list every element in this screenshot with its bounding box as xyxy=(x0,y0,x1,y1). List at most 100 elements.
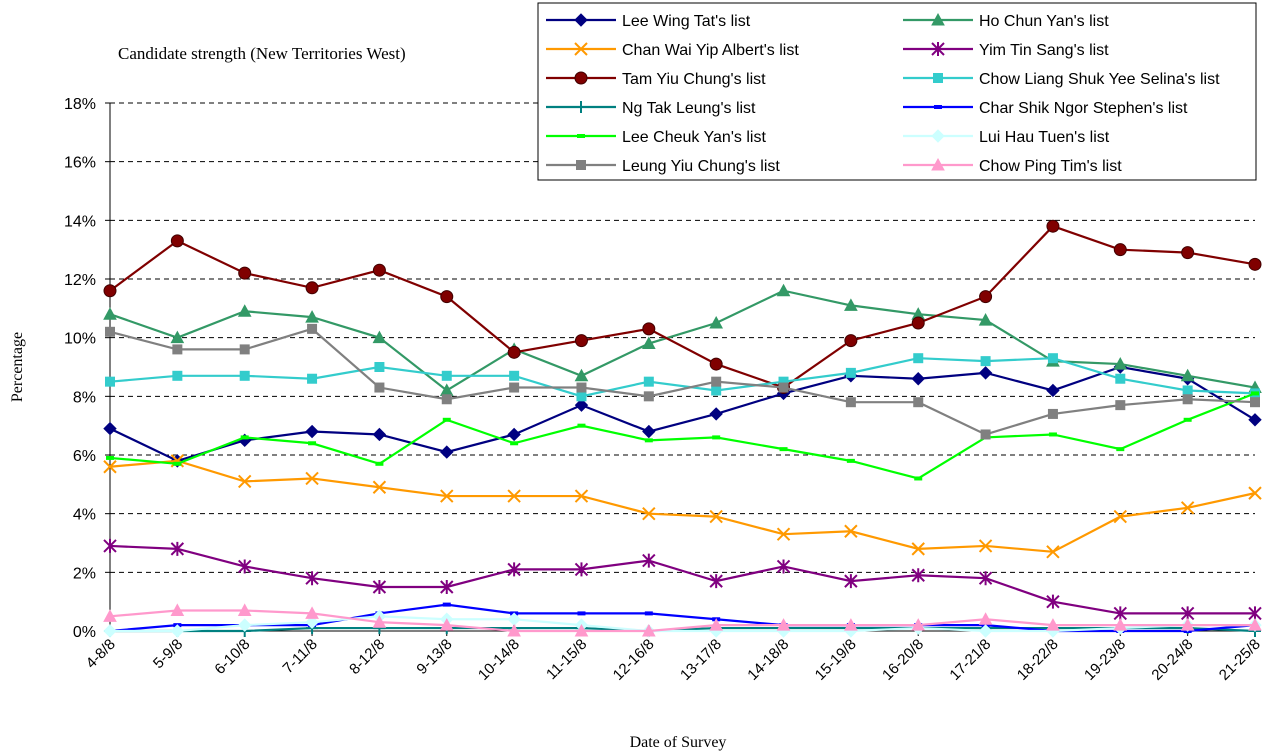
data-point xyxy=(307,373,318,384)
data-point xyxy=(911,568,925,583)
data-point xyxy=(911,618,926,631)
legend-item: Leung Yiu Chung's list xyxy=(546,158,780,175)
data-point xyxy=(641,336,656,350)
series-line xyxy=(110,626,1256,633)
data-point xyxy=(1248,606,1262,621)
x-tick-label: 14-18/8 xyxy=(744,636,792,684)
data-point xyxy=(507,562,521,577)
legend-label: Yim Tin Sang's list xyxy=(979,42,1109,59)
data-point xyxy=(170,234,184,248)
data-point xyxy=(305,281,319,295)
legend-marker xyxy=(933,73,943,83)
series-10 xyxy=(105,323,1260,440)
y-tick-label: 8% xyxy=(73,389,96,406)
series-line xyxy=(110,615,1255,633)
data-point xyxy=(709,357,723,371)
data-point xyxy=(1180,618,1195,631)
legend-marker xyxy=(574,71,588,85)
data-point xyxy=(980,356,991,367)
data-point xyxy=(372,263,386,277)
x-tick-label: 15-19/8 xyxy=(812,636,860,684)
x-tick-label: 5-9/8 xyxy=(150,636,186,672)
data-point xyxy=(978,571,993,586)
data-point xyxy=(509,382,520,393)
data-point xyxy=(103,609,117,622)
data-point xyxy=(844,334,858,348)
legend-item: Tam Yiu Chung's list xyxy=(546,71,766,88)
data-point xyxy=(507,623,521,637)
data-point xyxy=(374,362,385,372)
data-point xyxy=(776,527,791,541)
y-tick-label: 2% xyxy=(73,565,96,582)
data-point xyxy=(776,618,791,631)
series-line xyxy=(109,365,1256,463)
data-point xyxy=(845,367,856,378)
data-point xyxy=(237,603,252,616)
data-point xyxy=(372,427,387,442)
series-0 xyxy=(103,360,1262,468)
data-point xyxy=(1046,618,1060,631)
legend: Lee Wing Tat's list Ho Chun Yan's list Cha… xyxy=(537,2,1257,181)
data-point xyxy=(574,334,588,348)
data-point xyxy=(170,624,185,638)
legend-label: Ho Chun Yan's list xyxy=(979,13,1109,30)
legend-label: Ng Tak Leung's list xyxy=(622,100,756,117)
data-point xyxy=(574,623,589,637)
y-tick-label: 16% xyxy=(64,155,96,172)
data-point xyxy=(439,618,454,631)
data-point xyxy=(509,370,520,381)
data-point xyxy=(642,322,656,336)
data-point xyxy=(913,397,924,408)
data-point xyxy=(105,326,115,337)
data-point xyxy=(844,524,858,538)
legend-label: Lee Cheuk Yan's list xyxy=(622,129,766,146)
legend-marker xyxy=(931,157,945,171)
data-point xyxy=(1047,353,1058,364)
data-point xyxy=(978,366,993,380)
legend-item: Lee Cheuk Yan's list xyxy=(546,129,766,146)
data-point xyxy=(778,382,789,393)
data-point xyxy=(507,489,521,503)
legend-item: Ho Chun Yan's list xyxy=(903,12,1109,30)
data-point xyxy=(440,580,454,594)
data-point xyxy=(980,429,991,440)
x-tick-label: 8-12/8 xyxy=(346,636,388,678)
series-line xyxy=(109,357,1256,398)
data-point xyxy=(776,559,791,574)
x-tick-labels: 4-8/8 5-9/8 6-10/8 7-11/8 8-12/8 9-13/8 10-14/… xyxy=(83,636,1264,684)
data-point xyxy=(305,310,319,323)
legend-label: Chow Ping Tim's list xyxy=(979,158,1122,175)
data-point xyxy=(1046,594,1060,609)
series-line xyxy=(109,392,1256,480)
data-point xyxy=(307,323,318,334)
data-point xyxy=(103,624,117,638)
data-point xyxy=(978,313,993,326)
data-point xyxy=(574,489,589,503)
legend-label: Lee Wing Tat's list xyxy=(622,13,751,30)
data-point xyxy=(1113,509,1127,524)
y-tick-label: 10% xyxy=(64,331,96,348)
data-point xyxy=(170,330,185,344)
series-8 xyxy=(106,391,1259,481)
axes xyxy=(105,102,1256,636)
data-point xyxy=(440,489,454,503)
x-tick-label: 4-8/8 xyxy=(83,636,119,672)
legend-marker xyxy=(576,160,586,170)
legend-marker xyxy=(931,42,945,56)
data-point xyxy=(709,618,724,631)
data-point xyxy=(844,618,858,631)
legend-item: Chan Wai Yip Albert's list xyxy=(546,42,799,59)
legend-marker xyxy=(931,129,945,143)
y-tick-label: 6% xyxy=(73,448,96,465)
data-point xyxy=(574,368,589,382)
data-point xyxy=(507,612,521,626)
x-tick-label: 13-17/8 xyxy=(677,636,725,684)
data-point xyxy=(978,624,993,638)
data-point xyxy=(1047,408,1058,419)
legend-box xyxy=(537,2,1257,181)
legend-marker xyxy=(931,12,945,26)
legend-label: Char Shik Ngor Stephen's list xyxy=(979,100,1188,117)
data-point xyxy=(844,298,858,311)
x-tick-label: 9-13/8 xyxy=(413,636,455,678)
legend-marker xyxy=(574,42,588,56)
